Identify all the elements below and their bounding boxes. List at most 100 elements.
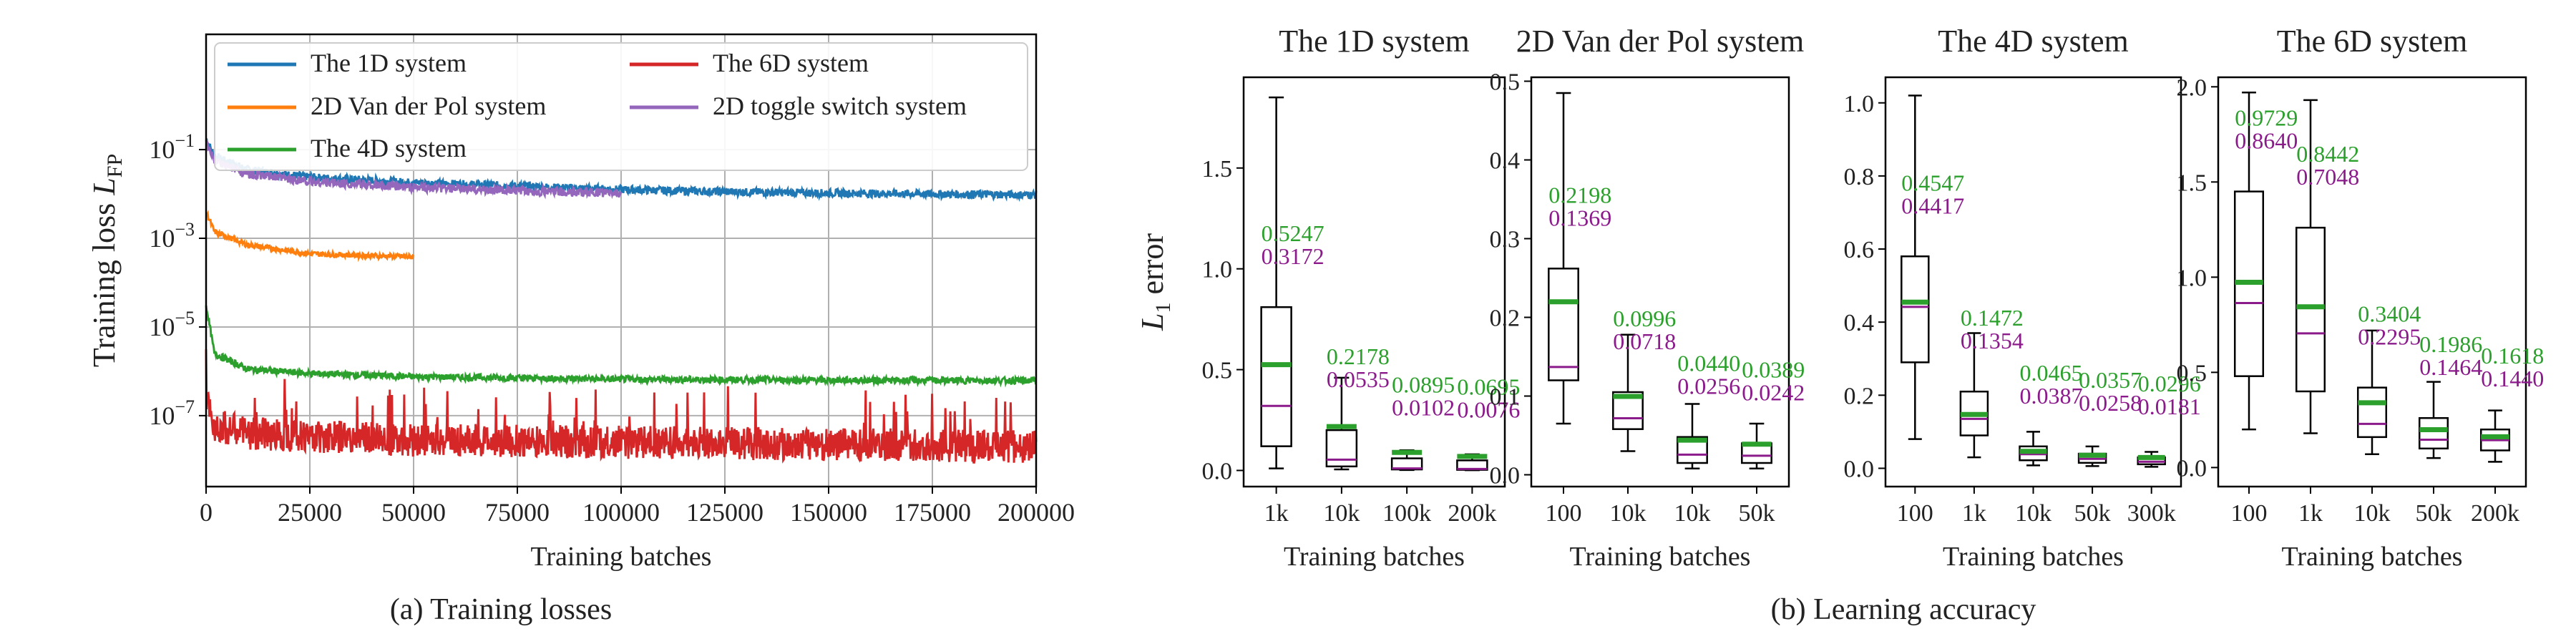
median-value-label: 0.4417: [1901, 192, 1964, 218]
y-tick-label: 1.0: [1844, 91, 1875, 117]
median-value-label: 0.0387: [2020, 383, 2083, 409]
box-iqr: [1901, 255, 1930, 364]
mean-value-label: 0.0440: [1677, 351, 1740, 376]
subplot-frame: [1242, 76, 1506, 488]
median-value-label: 0.0718: [1613, 328, 1676, 354]
x-tick-label: 50k: [2416, 500, 2452, 527]
x-axis-label: Training batches: [1943, 542, 2124, 572]
x-tick-label: 1k: [1264, 500, 1289, 527]
legend-label-2: The 4D system: [311, 134, 467, 162]
caption-b: (b) Learning accuracy: [1771, 593, 2036, 626]
mean-value-label: 0.4547: [1901, 170, 1964, 195]
median-value-label: 0.3172: [1262, 243, 1324, 269]
boxplot-subplot-4: The 6D system 0.0 0.5 1.0 1.5 2.0 0.97290.8640…: [2177, 24, 2545, 572]
box-iqr: [2418, 416, 2449, 450]
x-tick-label: 50000: [381, 498, 446, 527]
median-value-label: 0.1464: [2419, 354, 2482, 380]
x-tick-label: 50k: [2074, 500, 2111, 527]
median-value-label: 0.0535: [1327, 366, 1390, 392]
median-value-label: 0.0242: [1742, 380, 1805, 406]
mean-value-label: 0.2198: [1548, 182, 1611, 208]
series-line-3: [205, 349, 1038, 464]
mean-value-label: 0.3404: [2358, 301, 2421, 327]
y-tick-label: 0.4: [1490, 148, 1521, 175]
mean-value-label: 0.0357: [2079, 367, 2142, 393]
y-axis-label: Training loss LFP: [87, 154, 127, 367]
training-loss-panel: 0 25000 50000 75000 100000 125000 150000 175000…: [87, 33, 1075, 572]
boxplot-subplot-2: 2D Van der Pol system 0.0 0.1 0.2 0.3 0.4 0.5 0…: [1490, 24, 1805, 572]
y-tick-label: 0.0: [1844, 456, 1875, 482]
x-tick-label: 100: [1897, 500, 1933, 527]
y-tick-label: 0.8: [1844, 164, 1875, 190]
x-tick-label: 10k: [1674, 500, 1711, 527]
y-tick-label: 0.2: [1490, 306, 1521, 332]
legend-label-1: 2D Van der Pol system: [311, 92, 546, 120]
y-tick-label: 0.0: [2177, 455, 2207, 482]
y-tick-label: 1.5: [2177, 170, 2207, 196]
box-iqr: [1260, 306, 1292, 447]
x-tick-label: 100: [1546, 500, 1582, 527]
y-tick-label: 0.4: [1844, 310, 1875, 336]
mean-value-label: 0.0695: [1457, 374, 1520, 399]
median-value-label: 0.7048: [2296, 164, 2359, 190]
mean-value-label: 0.8442: [2296, 141, 2359, 167]
caption-a: (a) Training losses: [390, 593, 612, 626]
x-tick-label: 300k: [2127, 500, 2176, 527]
y-tick-label: 10−1: [149, 130, 195, 164]
legend-label-0: The 1D system: [311, 49, 467, 77]
y-axis-label: L1 error: [1135, 233, 1175, 331]
mean-value-label: 0.5247: [1262, 220, 1324, 246]
series-line-4: [205, 139, 623, 200]
median-value-label: 0.1354: [1961, 328, 2024, 353]
box-iqr: [1325, 429, 1358, 468]
y-tick-label: 0.5: [1202, 358, 1233, 384]
x-tick-label: 10k: [1323, 500, 1360, 527]
x-tick-label: 1k: [1962, 500, 1986, 527]
x-tick-label: 1k: [2298, 500, 2323, 527]
y-tick-label: 10−7: [149, 396, 195, 430]
y-tick-label: 0.5: [2177, 360, 2207, 386]
box-iqr: [2295, 226, 2326, 393]
box-iqr: [2356, 386, 2388, 439]
subplot-frame: [1884, 76, 2182, 488]
median-value-label: 0.1440: [2481, 366, 2544, 391]
x-axis-label: Training batches: [1284, 542, 1465, 572]
y-tick-label: 0.2: [1844, 383, 1875, 409]
x-tick-label: 10k: [2354, 500, 2391, 527]
subplot-title: The 6D system: [2277, 24, 2467, 59]
y-tick-label: 2.0: [2177, 74, 2207, 101]
x-tick-label: 175000: [894, 498, 971, 527]
y-tick-label: 10−3: [149, 219, 195, 253]
x-tick-label: 125000: [686, 498, 763, 527]
x-tick-label: 100000: [582, 498, 660, 527]
mean-value-label: 0.0895: [1392, 372, 1455, 398]
x-tick-label: 10k: [1610, 500, 1646, 527]
median-value-label: 0.0256: [1677, 374, 1740, 399]
mean-value-label: 0.0465: [2020, 360, 2083, 386]
y-tick-label: 10−5: [149, 308, 195, 341]
x-tick-label: 10k: [2015, 500, 2051, 527]
x-tick-label: 25000: [278, 498, 342, 527]
x-axis-label: Training batches: [2282, 542, 2463, 572]
mean-value-label: 0.1472: [1961, 305, 2024, 331]
mean-value-label: 0.1618: [2481, 343, 2544, 369]
x-axis-label: Training batches: [531, 542, 712, 572]
x-tick-label: 50k: [1739, 500, 1775, 527]
subplot-title: The 1D system: [1279, 24, 1469, 59]
x-tick-label: 200k: [2471, 500, 2519, 527]
y-tick-label: 0.6: [1844, 237, 1875, 263]
x-tick-label: 100k: [1382, 500, 1431, 527]
y-tick-label: 1.0: [2177, 265, 2207, 291]
y-tick-label: 1.5: [1202, 156, 1233, 182]
mean-value-label: 0.0296: [2138, 371, 2201, 396]
median-value-label: 0.0181: [2138, 394, 2201, 419]
mean-value-label: 0.9729: [2235, 105, 2298, 131]
series-line-2: [205, 305, 1038, 388]
box-iqr: [1612, 391, 1644, 430]
x-tick-label: 75000: [485, 498, 550, 527]
median-value-label: 0.0258: [2079, 390, 2142, 416]
y-tick-label: 0.3: [1490, 227, 1521, 253]
